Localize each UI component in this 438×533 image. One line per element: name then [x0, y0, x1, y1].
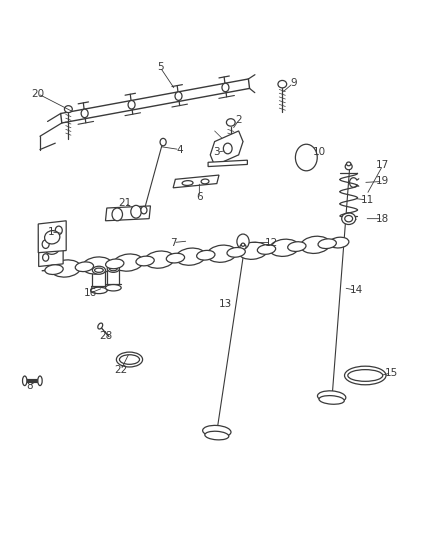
- Text: 3: 3: [213, 147, 220, 157]
- Ellipse shape: [205, 431, 229, 440]
- Text: 21: 21: [119, 198, 132, 208]
- Circle shape: [128, 101, 135, 109]
- Ellipse shape: [45, 244, 59, 254]
- Polygon shape: [39, 232, 63, 266]
- Ellipse shape: [98, 323, 102, 329]
- Text: 18: 18: [376, 214, 389, 224]
- Text: 20: 20: [31, 88, 44, 99]
- Ellipse shape: [91, 287, 107, 294]
- Ellipse shape: [51, 260, 81, 277]
- Text: 16: 16: [84, 288, 97, 298]
- Ellipse shape: [120, 355, 140, 365]
- Text: 13: 13: [219, 298, 232, 309]
- Text: 22: 22: [114, 365, 127, 375]
- Ellipse shape: [45, 231, 60, 244]
- Text: 2: 2: [235, 115, 242, 125]
- Text: 19: 19: [376, 176, 389, 187]
- Ellipse shape: [278, 80, 287, 88]
- Ellipse shape: [106, 259, 124, 269]
- Polygon shape: [38, 221, 66, 253]
- Ellipse shape: [22, 376, 27, 385]
- Polygon shape: [106, 206, 150, 221]
- Ellipse shape: [113, 254, 143, 271]
- Polygon shape: [210, 131, 243, 165]
- Ellipse shape: [207, 245, 237, 262]
- Polygon shape: [208, 160, 247, 166]
- Ellipse shape: [318, 239, 336, 248]
- Text: 5: 5: [157, 62, 163, 72]
- Ellipse shape: [345, 366, 386, 385]
- Ellipse shape: [241, 243, 245, 246]
- Ellipse shape: [64, 106, 72, 112]
- Text: 4: 4: [177, 144, 183, 155]
- Ellipse shape: [342, 213, 356, 224]
- Ellipse shape: [300, 236, 330, 253]
- Ellipse shape: [166, 253, 184, 263]
- Ellipse shape: [319, 395, 344, 404]
- Ellipse shape: [45, 265, 63, 274]
- Ellipse shape: [348, 369, 383, 381]
- Text: 17: 17: [376, 160, 389, 171]
- Ellipse shape: [106, 285, 121, 291]
- Ellipse shape: [269, 239, 299, 256]
- Text: 8: 8: [26, 381, 32, 391]
- Text: 11: 11: [361, 195, 374, 205]
- Circle shape: [112, 208, 123, 221]
- Ellipse shape: [318, 391, 346, 402]
- Ellipse shape: [345, 215, 353, 222]
- Circle shape: [55, 226, 62, 235]
- Ellipse shape: [82, 257, 112, 274]
- Ellipse shape: [176, 248, 205, 265]
- Ellipse shape: [329, 237, 349, 248]
- Ellipse shape: [95, 268, 103, 272]
- Ellipse shape: [117, 352, 143, 367]
- Text: 14: 14: [350, 286, 363, 295]
- Ellipse shape: [38, 376, 42, 385]
- Text: 28: 28: [99, 330, 112, 341]
- Ellipse shape: [238, 242, 268, 260]
- Circle shape: [160, 139, 166, 146]
- Circle shape: [223, 143, 232, 154]
- Text: 15: 15: [385, 368, 398, 378]
- Ellipse shape: [345, 164, 352, 169]
- Text: 10: 10: [313, 147, 326, 157]
- Ellipse shape: [258, 245, 276, 254]
- Text: 9: 9: [290, 78, 297, 88]
- Polygon shape: [173, 175, 219, 188]
- Ellipse shape: [75, 262, 94, 272]
- Ellipse shape: [182, 181, 193, 185]
- Ellipse shape: [136, 256, 154, 266]
- Ellipse shape: [203, 425, 231, 437]
- Circle shape: [52, 238, 58, 245]
- Ellipse shape: [226, 119, 235, 126]
- Text: 12: 12: [265, 238, 278, 247]
- Ellipse shape: [227, 247, 245, 257]
- Text: 1: 1: [48, 227, 54, 237]
- Circle shape: [42, 240, 49, 248]
- Ellipse shape: [197, 251, 215, 260]
- Circle shape: [81, 109, 88, 118]
- Circle shape: [141, 206, 147, 214]
- Text: 7: 7: [170, 238, 177, 247]
- Ellipse shape: [201, 179, 209, 184]
- Circle shape: [42, 254, 49, 261]
- Ellipse shape: [107, 265, 120, 272]
- Ellipse shape: [240, 244, 246, 249]
- Ellipse shape: [110, 266, 117, 271]
- Text: 6: 6: [196, 192, 203, 203]
- Circle shape: [222, 83, 229, 92]
- Ellipse shape: [346, 162, 351, 166]
- Circle shape: [175, 92, 182, 100]
- Ellipse shape: [288, 242, 306, 252]
- Circle shape: [295, 144, 317, 171]
- Circle shape: [131, 205, 141, 218]
- Ellipse shape: [145, 251, 174, 268]
- Ellipse shape: [92, 266, 106, 274]
- Circle shape: [237, 234, 249, 249]
